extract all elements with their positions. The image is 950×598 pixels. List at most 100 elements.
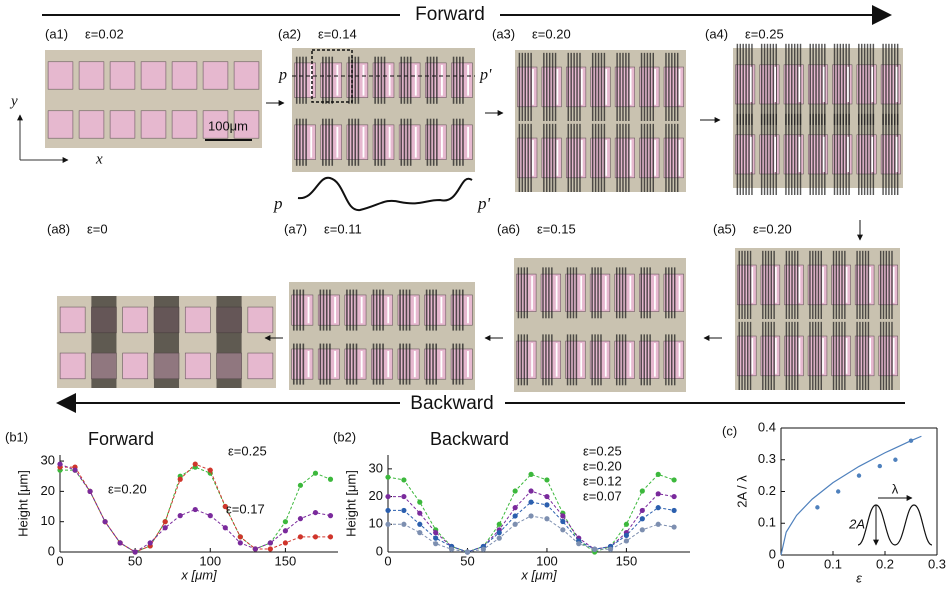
wrinkle <box>576 334 577 385</box>
wrinkle <box>452 290 454 331</box>
wrinkle <box>379 344 381 385</box>
pad <box>832 336 851 376</box>
highlight <box>893 338 895 374</box>
wrinkle <box>868 251 869 319</box>
wrinkle <box>841 322 842 390</box>
wrinkle <box>549 53 550 121</box>
panel-label: (a4) <box>705 26 728 41</box>
wrinkle <box>619 124 620 192</box>
highlight <box>467 127 469 158</box>
wrinkle <box>604 124 605 192</box>
panel-label: (b1) <box>5 429 28 444</box>
wrinkle <box>348 57 350 104</box>
pad <box>110 111 135 138</box>
wrinkle <box>296 344 298 385</box>
data-point <box>238 534 243 539</box>
pad <box>123 307 148 333</box>
data-point <box>417 530 422 535</box>
data-point <box>208 513 213 518</box>
wrinkle <box>592 53 593 121</box>
wrinkle <box>883 322 884 390</box>
wrinkle <box>573 124 574 192</box>
highlight <box>605 343 607 377</box>
dark-band <box>154 296 179 388</box>
pad <box>566 341 586 379</box>
highlight <box>334 297 336 323</box>
pad <box>737 265 756 305</box>
pad <box>399 63 420 98</box>
wrinkle <box>840 44 841 125</box>
wrinkle <box>653 124 654 192</box>
x-tick-label: 150 <box>275 553 297 568</box>
wrinkle <box>598 124 599 192</box>
wrinkle <box>407 57 409 104</box>
wrinkle <box>856 251 857 319</box>
pad <box>808 265 827 305</box>
series-label: ε=0.20 <box>108 481 147 496</box>
panel-label: (a7) <box>284 221 307 236</box>
pad <box>516 341 536 379</box>
pad <box>615 274 635 312</box>
wrinkle <box>524 267 525 318</box>
wrinkle <box>864 44 865 125</box>
highlight <box>532 140 534 176</box>
pad <box>347 125 368 160</box>
wrinkle <box>791 322 792 390</box>
highlight <box>336 127 338 158</box>
highlight <box>774 67 776 102</box>
data-point <box>253 546 258 551</box>
wrinkle <box>750 322 751 390</box>
data-point <box>528 513 533 518</box>
wrinkle <box>346 290 348 331</box>
wrinkle <box>745 114 746 195</box>
wrinkle <box>625 334 626 385</box>
wrinkle <box>888 322 889 390</box>
highlight <box>310 65 312 96</box>
highlight <box>822 338 824 374</box>
wrinkle <box>427 57 429 104</box>
wrinkle <box>299 344 301 385</box>
data-point <box>208 468 213 473</box>
wrinkle <box>870 114 871 195</box>
wrinkle <box>604 53 605 121</box>
data-point <box>513 505 518 510</box>
wrinkle <box>579 124 580 192</box>
wrinkle <box>299 57 301 104</box>
highlight <box>847 67 849 102</box>
wrinkle <box>891 44 892 125</box>
wrinkle <box>761 44 762 125</box>
pad <box>566 138 586 178</box>
pad <box>591 67 611 107</box>
micrograph <box>57 296 276 388</box>
wrinkle <box>598 53 599 121</box>
wrinkle <box>519 53 520 121</box>
wrinkle <box>894 114 895 195</box>
wrinkle <box>864 114 865 195</box>
wrinkle <box>525 53 526 121</box>
profile-start: p <box>273 194 283 213</box>
wrinkle <box>545 334 546 385</box>
data-point <box>401 508 406 513</box>
wrinkle <box>320 290 322 331</box>
pad <box>373 63 394 98</box>
pad <box>292 295 313 325</box>
wrinkle <box>302 119 304 166</box>
wrinkle <box>407 119 409 166</box>
wrinkle <box>373 290 375 331</box>
data-point <box>433 541 438 546</box>
highlight <box>387 351 389 377</box>
wrinkle <box>838 251 839 319</box>
wrinkle <box>379 290 381 331</box>
wrinkle <box>858 114 859 195</box>
wrinkle <box>856 322 857 390</box>
wrinkle <box>303 290 305 331</box>
wrinkle <box>744 251 745 319</box>
highlight <box>387 297 389 323</box>
x-tick-label: 50 <box>128 553 142 568</box>
pad <box>737 336 756 376</box>
pad <box>664 274 684 312</box>
wrinkle <box>888 251 889 319</box>
wrinkle <box>812 114 813 195</box>
wrinkle <box>622 334 623 385</box>
pad <box>785 336 804 376</box>
